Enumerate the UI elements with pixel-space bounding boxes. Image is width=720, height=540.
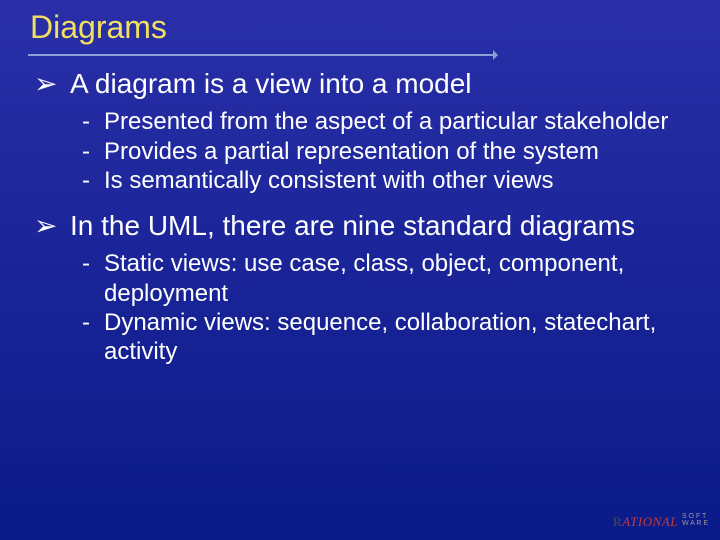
bullet2-text: Provides a partial representation of the…	[104, 137, 686, 166]
bullet1-text: In the UML, there are nine standard diag…	[70, 209, 686, 243]
bullet1-mark-icon: ➢	[34, 209, 70, 243]
rational-software-logo: RATIONAL S O F T W A R E	[613, 514, 708, 530]
logo-sub-line2: W A R E	[682, 521, 708, 528]
slide-body: ➢ A diagram is a view into a model - Pre…	[28, 67, 692, 366]
bullet2-mark-icon: -	[82, 107, 104, 136]
bullet2-text: Presented from the aspect of a particula…	[104, 107, 686, 136]
bullet-level2: - Presented from the aspect of a particu…	[82, 107, 686, 136]
rule-arrow-icon	[493, 50, 503, 60]
logo-sub: S O F T W A R E	[682, 514, 708, 527]
slide: Diagrams ➢ A diagram is a view into a mo…	[0, 0, 720, 540]
slide-title: Diagrams	[30, 10, 692, 45]
bullet2-text: Static views: use case, class, object, c…	[104, 249, 686, 308]
title-rule	[28, 51, 692, 61]
logo-lead-char: R	[613, 514, 622, 529]
bullet-level2: - Static views: use case, class, object,…	[82, 249, 686, 308]
bullet2-text: Is semantically consistent with other vi…	[104, 166, 686, 195]
bullet-level2: - Provides a partial representation of t…	[82, 137, 686, 166]
bullet-level2: - Dynamic views: sequence, collaboration…	[82, 308, 686, 367]
bullet-level1: ➢ A diagram is a view into a model	[34, 67, 686, 101]
rule-line	[28, 54, 493, 56]
bullet2-mark-icon: -	[82, 249, 104, 278]
bullet2-text: Dynamic views: sequence, collaboration, …	[104, 308, 686, 367]
logo-main: RATIONAL	[613, 514, 678, 530]
bullet2-mark-icon: -	[82, 137, 104, 166]
bullet-level2: - Is semantically consistent with other …	[82, 166, 686, 195]
bullet-level1: ➢ In the UML, there are nine standard di…	[34, 209, 686, 243]
bullet2-mark-icon: -	[82, 308, 104, 337]
bullet1-text: A diagram is a view into a model	[70, 67, 686, 101]
bullet2-mark-icon: -	[82, 166, 104, 195]
logo-rest: ATIONAL	[622, 514, 678, 529]
bullet1-mark-icon: ➢	[34, 67, 70, 101]
